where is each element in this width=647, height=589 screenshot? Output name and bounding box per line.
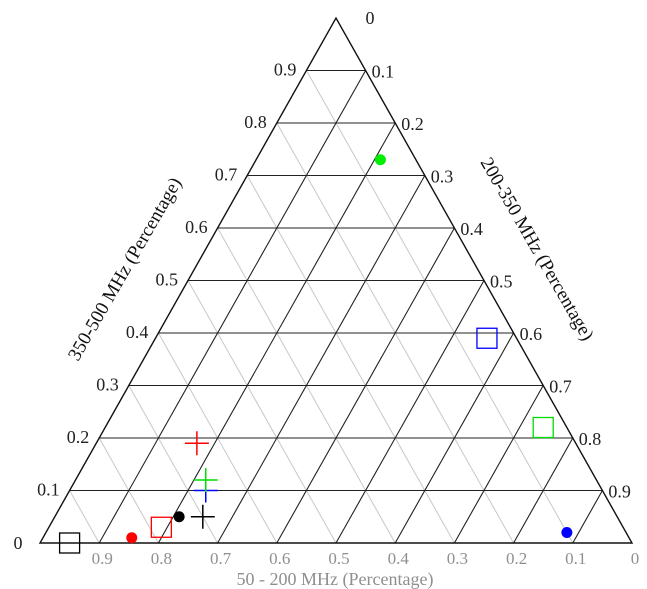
dark-grid (69, 69, 603, 544)
data-point (150, 516, 173, 538)
light-grid (69, 70, 574, 544)
grid-line (305, 70, 574, 544)
left-tick-label: 0.6 (185, 217, 208, 237)
left-tick-label: 0.1 (37, 480, 60, 500)
grid-line (187, 280, 337, 544)
right-tick-label: 0.8 (579, 429, 602, 449)
triangle-frame (38, 16, 634, 544)
grid-line (98, 70, 367, 544)
right-tick-label: 0.7 (549, 377, 572, 397)
triangle-outline (38, 16, 634, 544)
grid-line (335, 280, 485, 544)
data-point (126, 532, 138, 544)
data-point (374, 154, 386, 166)
grid-line (572, 490, 603, 544)
data-point (193, 468, 218, 492)
grid-line (246, 175, 455, 544)
left-tick-label: 0.4 (126, 322, 149, 342)
bottom-tick-label: 0.3 (447, 549, 468, 568)
left-tick-label: 0.3 (96, 375, 119, 395)
bottom-tick-label: 0.9 (92, 549, 113, 568)
bottom-tick-label: 0 (631, 549, 640, 568)
bottom-tick-label: 0.6 (269, 549, 290, 568)
grid-line (453, 385, 544, 544)
data-point (173, 511, 185, 523)
grid-line (394, 332, 515, 544)
data-point (532, 416, 554, 439)
right-tick-label: 0.1 (372, 62, 395, 82)
left-tick-label: 0.9 (274, 60, 297, 80)
left-tick-label: 0.8 (244, 112, 267, 132)
right-tick-label: 0.4 (460, 219, 483, 239)
tick-labels: 0.1 0.2 0.3 0.4 0.5 0.6 0.7 0.8 0.9 0.1 0.2 0.3 0.4 0… (14, 8, 640, 568)
corner-label: 0 (14, 533, 23, 553)
left-tick-label: 0.5 (156, 270, 179, 290)
bottom-tick-label: 0.8 (151, 549, 172, 568)
data-point (476, 327, 498, 349)
grid-line (217, 175, 426, 544)
grid-line (513, 437, 574, 544)
right-tick-label: 0.9 (608, 482, 631, 502)
grid-line (69, 490, 100, 544)
apex-label: 0 (366, 8, 375, 28)
data-point (184, 431, 209, 456)
grid-line (128, 385, 219, 544)
right-tick-label: 0.3 (431, 167, 454, 187)
right-tick-label: 0.6 (520, 324, 543, 344)
data-points (58, 154, 573, 554)
data-point (561, 527, 573, 538)
bottom-tick-label: 0.5 (328, 549, 349, 568)
right-tick-label: 0.2 (401, 114, 424, 134)
bottom-tick-label: 0.1 (565, 549, 586, 568)
bottom-tick-label: 0.2 (506, 549, 527, 568)
bottom-axis-title: 50 - 200 MHz (Percentage) (237, 569, 434, 589)
left-tick-label: 0.7 (215, 165, 238, 185)
right-tick-label: 0.5 (490, 272, 513, 292)
bottom-tick-label: 0.4 (388, 549, 410, 568)
bottom-tick-label: 0.7 (210, 549, 232, 568)
left-tick-label: 0.2 (67, 427, 90, 447)
data-point (58, 532, 81, 554)
right-axis-title: 200-350 MHz (Percentage) (476, 154, 598, 345)
data-point (190, 504, 215, 529)
